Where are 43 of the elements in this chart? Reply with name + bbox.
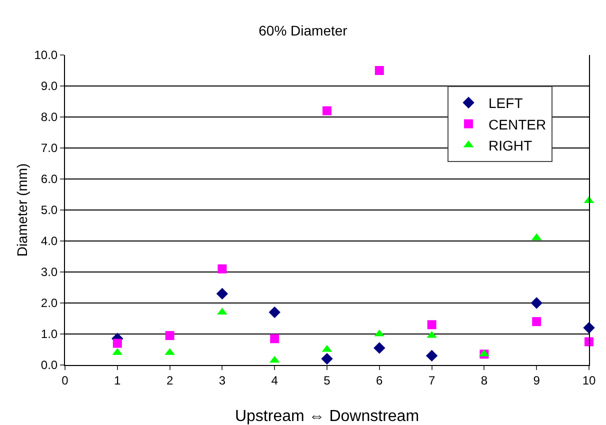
x-tick-label: 6 — [376, 373, 384, 388]
y-tick-label: 9.0 — [40, 79, 58, 94]
y-tick-label: 4.0 — [40, 234, 58, 248]
x-tick-label: 4 — [271, 373, 278, 388]
x-tick-label: 0 — [62, 373, 69, 388]
point — [426, 350, 438, 362]
point — [218, 264, 227, 274]
point — [532, 317, 542, 326]
y-tick-label: 7.0 — [40, 141, 58, 156]
point — [322, 106, 332, 116]
point — [217, 308, 228, 315]
legend-label: CENTER — [488, 116, 546, 132]
x-tick-label: 10 — [582, 373, 596, 388]
y-tick-label: 0.0 — [40, 358, 58, 372]
y-tick-label: 10.0 — [34, 48, 58, 62]
y-tick-label: 6.0 — [40, 172, 58, 186]
x-axis-title: Upstream ⇔ Downstream — [234, 408, 420, 425]
point — [374, 342, 386, 354]
point — [530, 297, 542, 309]
y-tick-label: 5.0 — [40, 203, 58, 218]
legend-label: RIGHT — [488, 137, 533, 154]
x-tick-label: 8 — [480, 373, 488, 388]
point — [216, 288, 228, 300]
x-tick-label: 1 — [114, 373, 122, 388]
point — [374, 66, 384, 75]
point — [165, 331, 174, 340]
y-tick-label: 8.0 — [40, 110, 58, 124]
point — [112, 338, 122, 348]
x-tick-label: 2 — [166, 373, 174, 388]
y-tick-label: 2.0 — [40, 296, 58, 310]
chart-title: 60% Diameter — [258, 22, 348, 38]
x-tick-label: 9 — [533, 373, 540, 388]
y-tick-label: 3.0 — [40, 265, 58, 280]
x-tick-label: 5 — [324, 373, 331, 388]
point — [321, 352, 333, 365]
point — [427, 320, 436, 330]
point — [268, 306, 280, 318]
legend-label: LEFT — [488, 95, 524, 112]
point — [270, 334, 280, 344]
y-axis-title: Diameter (mm) — [14, 163, 30, 257]
x-tick-label: 3 — [218, 373, 226, 388]
y-tick-label: 1.0 — [40, 327, 58, 342]
x-tick-label: 7 — [428, 373, 436, 388]
